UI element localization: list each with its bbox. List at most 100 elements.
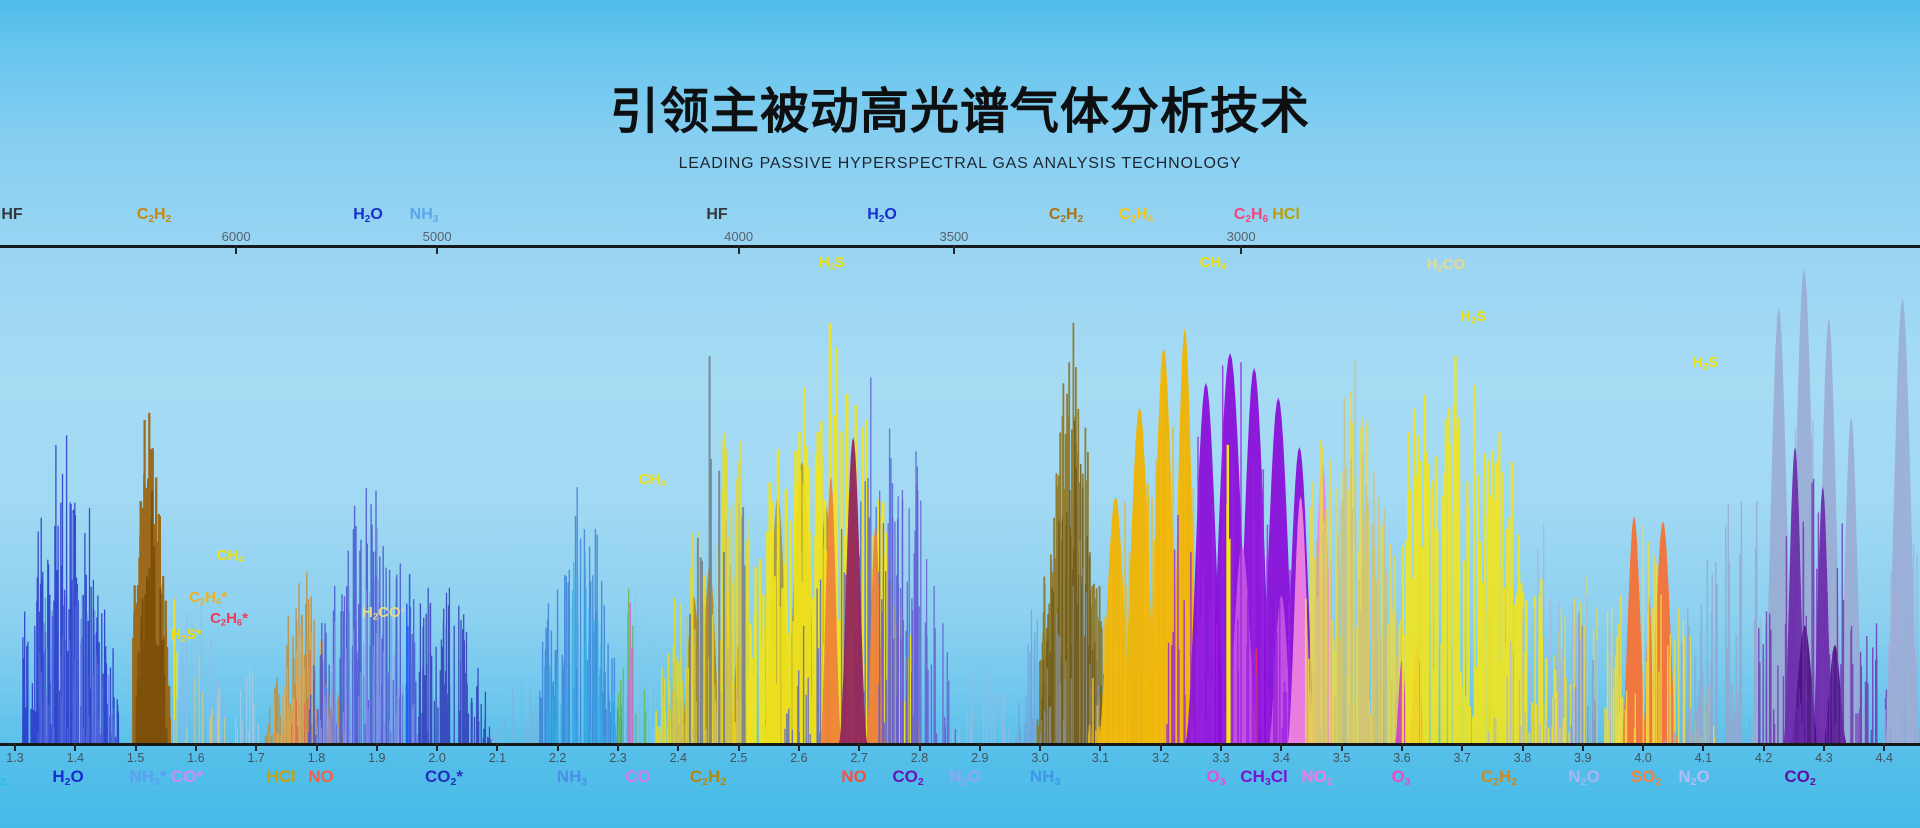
gas-label-bottom: CH3Cl (1240, 767, 1288, 788)
wavelength-tick-label: 2.9 (971, 751, 989, 765)
spectral-band-sparse-2.1 (491, 680, 542, 744)
gas-label-bottom: NO (841, 767, 867, 786)
spectral-band-yellow-line-1.56 (173, 598, 178, 744)
wavelength-tick-mark (1220, 743, 1222, 751)
wavenumber-axis-line (0, 245, 1920, 248)
wavelength-tick-label: 3.7 (1453, 751, 1471, 765)
gas-label-bottom: CO2* (425, 767, 463, 788)
gas-label-plot: H2CO (1426, 256, 1466, 274)
wavelength-tick-label: 4.4 (1875, 751, 1893, 765)
wavelength-tick-label: 2.4 (669, 751, 687, 765)
gas-label-plot: CH4 (216, 547, 244, 565)
wavenumber-tick-label: 6000 (221, 229, 251, 244)
spectral-band-CO-2.32-orchid (627, 602, 633, 744)
spectral-band-H2O-1.4 (22, 435, 120, 744)
gas-label-plot: H2S (818, 254, 846, 272)
wavelength-tick-mark (14, 743, 16, 751)
wavelength-tick-mark (74, 743, 77, 751)
wavelength-tick-label: 2.2 (548, 751, 567, 765)
wavelength-tick-mark (918, 743, 921, 751)
wavelength-tick-label: 2.8 (910, 751, 929, 765)
wavelength-tick-mark (255, 743, 258, 751)
wavenumber-tick-label: 3500 (939, 229, 969, 244)
wavelength-tick-mark (194, 743, 197, 751)
spectral-peak (1620, 516, 1648, 744)
wavelength-tick-mark (1762, 743, 1765, 751)
spectral-peak (838, 437, 868, 744)
wavelength-tick-label: 2.1 (488, 751, 507, 765)
gas-label-bottom: C2H2 (1480, 767, 1518, 788)
spectral-band-slate-3.9 (1570, 612, 1596, 744)
wavelength-tick-label: 2.7 (850, 751, 868, 765)
gas-label-bottom: N2O (1568, 767, 1600, 788)
gas-label-bottom: 2 (0, 775, 6, 788)
gas-label-bottom: O3 (1206, 767, 1226, 788)
wavelength-tick-mark (797, 743, 800, 751)
spectral-band-blue-bright-1.95 (405, 574, 411, 744)
gas-label-bottom: HCl (266, 767, 296, 786)
page-subtitle: LEADING PASSIVE HYPERSPECTRAL GAS ANALYS… (678, 155, 1242, 172)
wavelength-tick-label: 2.6 (790, 751, 808, 765)
wavelength-tick-label: 1.6 (187, 751, 205, 765)
gas-label-bottom: NH3 (1029, 767, 1061, 788)
wavelength-tick-label: 4.0 (1634, 751, 1652, 765)
wavelength-tick-mark (375, 743, 378, 751)
spectral-band-gold-lines-3.2 (1087, 367, 1195, 744)
wavelength-tick-label: 3.0 (1031, 751, 1049, 765)
wavelength-tick-label: 4.3 (1815, 751, 1833, 765)
gas-label-top: HF (706, 206, 728, 223)
gas-label-top: C2H2 (1048, 206, 1084, 225)
gas-label-top: HCl (1272, 206, 1300, 223)
spectral-band-edge-lavender-lines (1884, 439, 1918, 744)
spectral-band-sparse-1.7 (235, 666, 259, 744)
gas-label-bottom: N2O (1678, 767, 1710, 788)
wavelength-tick-label: 1.4 (66, 751, 84, 765)
gas-label-bottom: CO2 (1784, 767, 1816, 788)
wavelength-tick-label: 3.8 (1513, 751, 1532, 765)
spectral-peak (820, 476, 842, 744)
wavelength-tick-mark (315, 743, 318, 751)
gas-label-top: H2O (867, 206, 897, 225)
gas-label-top: C2H6 (1233, 206, 1269, 225)
gas-label-plot: CH4 (1199, 254, 1227, 272)
spectral-band-HF-2.45-gray (689, 356, 746, 744)
wavelength-tick-mark (1400, 743, 1403, 751)
wavelength-tick-label: 2.0 (428, 751, 446, 765)
gas-label-bottom: O3 (1391, 767, 1411, 788)
spectral-band-lavender-4.1 (1663, 501, 1758, 744)
wavenumber-tick-mark (737, 245, 740, 254)
wavelength-tick-label: 3.3 (1212, 751, 1230, 765)
wavelength-tick-mark (1702, 743, 1705, 751)
wavelength-tick-mark (1039, 743, 1042, 751)
gas-label-bottom: CO (625, 767, 651, 786)
wavelength-tick-mark (1280, 743, 1283, 751)
gas-label-plot: C2H4* (189, 589, 227, 607)
wavelength-tick-label: 1.3 (6, 751, 24, 765)
wavelength-tick-mark (737, 743, 740, 751)
wavelength-tick-label: 3.5 (1332, 751, 1351, 765)
gas-label-top: C2H2 (136, 206, 172, 225)
wavenumber-tick-mark (436, 245, 439, 254)
spectral-band-yellow-band-3.7 (1401, 355, 1566, 744)
wavenumber-tick-label: 5000 (422, 229, 452, 244)
wavelength-tick-label: 3.4 (1272, 751, 1290, 765)
spectral-peak (1287, 496, 1314, 744)
page-title: 引领主被动高光谱气体分析技术 (609, 85, 1310, 139)
spectral-peak (1884, 298, 1920, 744)
wavenumber-tick-mark (952, 245, 955, 254)
wavelength-tick-mark (858, 743, 861, 751)
wavelength-tick-mark (1099, 743, 1102, 751)
spectral-band-NO-2.69-maroon (838, 437, 868, 744)
wavelength-tick-label: 4.2 (1754, 751, 1773, 765)
spectral-band-NH3-brown-dark (135, 490, 168, 744)
spectral-band-CO-2.33-green (617, 588, 647, 744)
wavelength-tick-label: 3.1 (1091, 751, 1110, 765)
spectral-band-CO2star-2.0 (418, 587, 492, 744)
wavelength-tick-label: 3.9 (1574, 751, 1592, 765)
spectra-plot (22, 268, 1920, 744)
gas-label-bottom: NH3 (556, 767, 588, 788)
gas-label-bottom: CO2 (892, 767, 924, 788)
wavelength-tick-mark (1883, 743, 1886, 751)
wavelength-tick-mark (556, 743, 559, 751)
